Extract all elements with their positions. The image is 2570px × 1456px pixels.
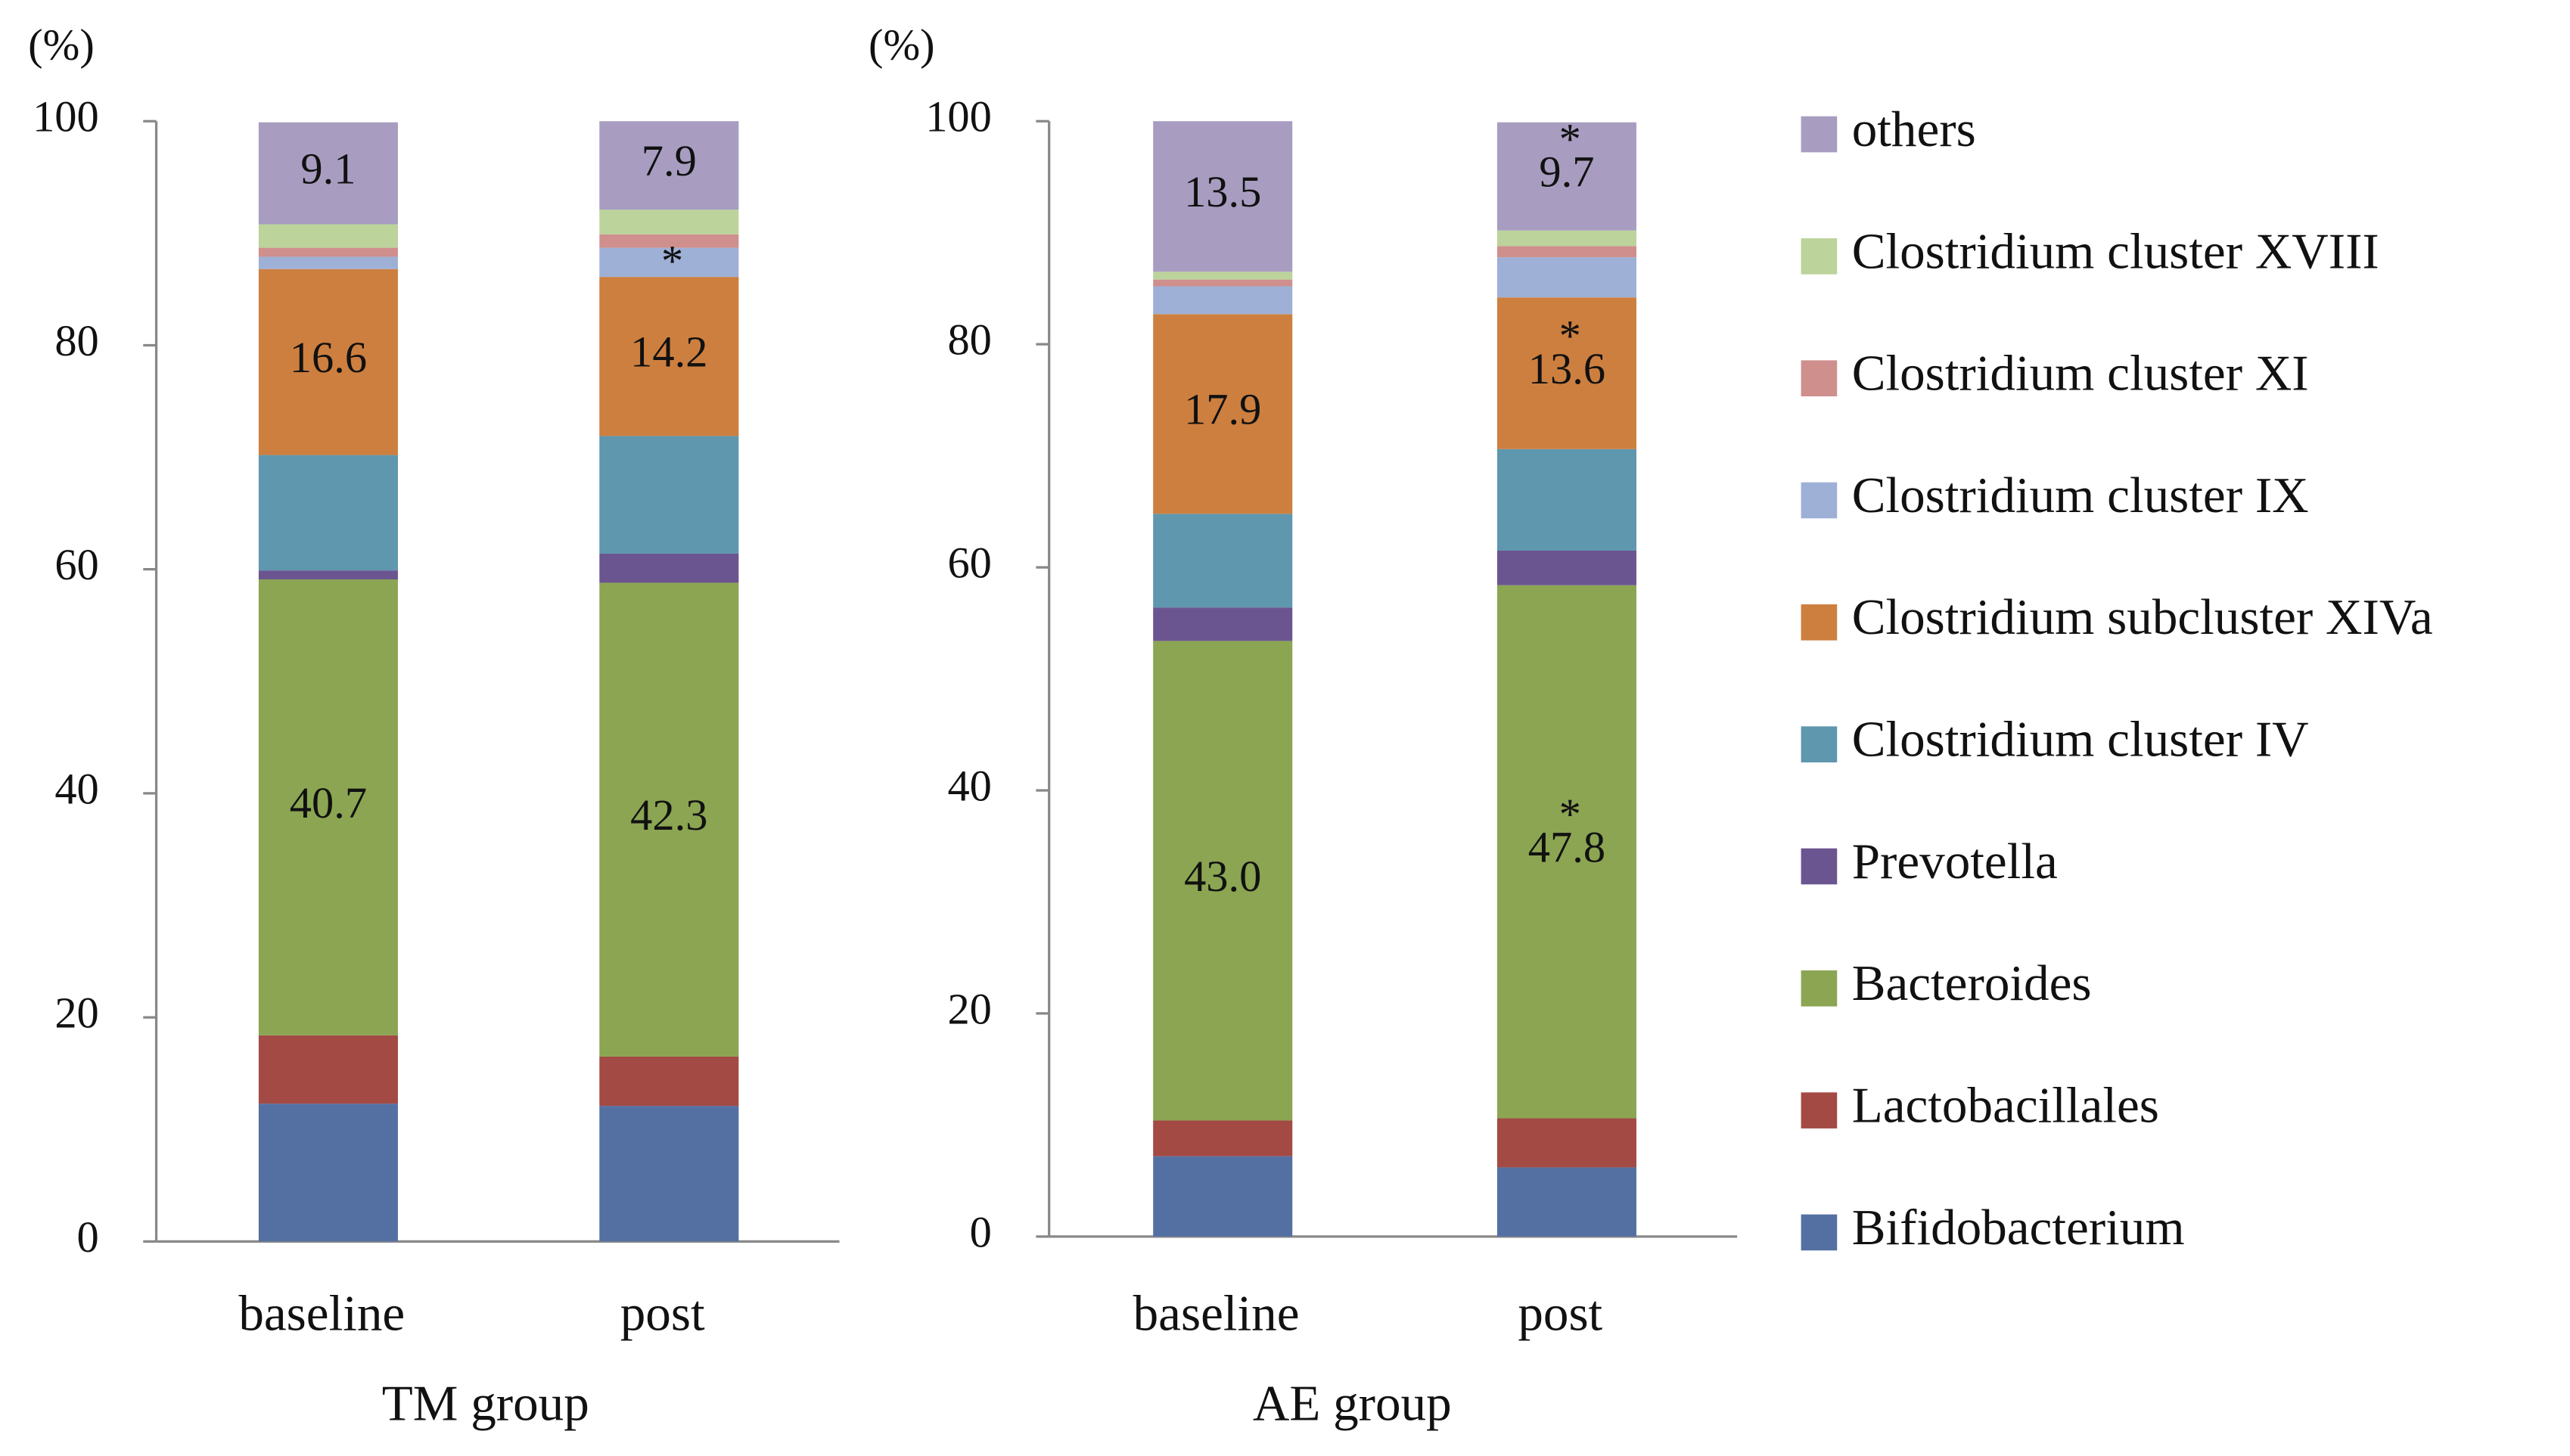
legend-label: Bacteroides <box>1852 955 2092 1011</box>
legend-swatch <box>1801 848 1838 885</box>
y-tick-label: 100 <box>925 92 992 141</box>
y-tick-label: 80 <box>54 316 98 365</box>
data-label: 16.6 <box>290 333 367 382</box>
bar-segment <box>1153 314 1293 514</box>
bar-segment <box>1496 257 1636 298</box>
y-tick-label: 20 <box>947 984 991 1033</box>
bar-segment <box>1153 279 1293 287</box>
legend-label: Prevotella <box>1852 833 2058 889</box>
bar-segment <box>258 122 398 225</box>
legend-swatch <box>1801 604 1838 641</box>
bar-segment <box>1496 230 1636 247</box>
y-tick-label: 20 <box>54 989 98 1038</box>
y-axis-label: (%) <box>28 20 95 69</box>
legend-label: others <box>1852 101 1976 157</box>
bar-segment <box>1153 286 1293 315</box>
y-tick-label: 40 <box>54 764 98 813</box>
y-tick-label: 40 <box>947 761 991 810</box>
data-label: 14.2 <box>630 328 707 377</box>
bar-segment <box>599 210 739 234</box>
bar-segment <box>1153 514 1293 608</box>
legend-swatch <box>1801 1214 1838 1251</box>
bar-segment <box>1153 1156 1293 1237</box>
x-tick-label: baseline <box>238 1285 405 1342</box>
x-tick-label: baseline <box>1133 1285 1300 1342</box>
bar-segment <box>1496 550 1636 585</box>
significance-marker: * <box>1559 114 1581 163</box>
legend-label: Clostridium cluster XVIII <box>1852 222 2379 279</box>
bar-segment <box>1496 297 1636 449</box>
bar-segment <box>1496 122 1636 231</box>
bar-segment <box>258 579 398 1035</box>
legend-swatch <box>1801 482 1838 519</box>
bar-segment <box>258 455 398 571</box>
bar-segment <box>1153 607 1293 641</box>
bar-segment <box>258 256 398 269</box>
data-label: 9.1 <box>300 144 356 194</box>
legend-label: Bifidobacterium <box>1852 1199 2185 1256</box>
bar-segment <box>599 1106 739 1242</box>
x-axis-label: AE group <box>1253 1375 1452 1432</box>
y-tick-label: 0 <box>77 1212 99 1262</box>
legend-label: Clostridium cluster IV <box>1852 711 2309 768</box>
bar-segment <box>258 570 398 580</box>
data-label: 42.3 <box>630 790 707 840</box>
bar-segment <box>1496 1118 1636 1168</box>
bar-segment <box>258 247 398 257</box>
legend-label: Lactobacillales <box>1852 1077 2159 1134</box>
bar-segment <box>258 1035 398 1104</box>
bar-segment <box>1496 246 1636 258</box>
legend-label: Clostridium cluster XI <box>1852 345 2309 402</box>
bar-segment <box>599 234 739 248</box>
legend-swatch <box>1801 360 1838 397</box>
data-label: 7.9 <box>642 136 697 185</box>
bar-segment <box>599 553 739 583</box>
bar-segment <box>599 1056 739 1107</box>
legend-label: Clostridium cluster IX <box>1852 467 2309 523</box>
data-label: 9.7 <box>1539 147 1594 197</box>
bar-segment <box>1153 121 1293 272</box>
bar-segment <box>599 121 739 210</box>
x-tick-label: post <box>1518 1285 1602 1342</box>
legend-swatch <box>1801 1092 1838 1128</box>
data-label: 43.0 <box>1184 852 1261 901</box>
bar-segment <box>599 277 739 436</box>
data-label: 17.9 <box>1184 385 1261 434</box>
y-tick-label: 0 <box>970 1207 992 1256</box>
bar-segment <box>1153 641 1293 1121</box>
x-tick-label: post <box>620 1285 705 1342</box>
bar-segment <box>1496 449 1636 551</box>
legend-swatch <box>1801 970 1838 1007</box>
data-label: 13.5 <box>1184 167 1261 216</box>
y-tick-label: 100 <box>33 92 99 141</box>
bar-segment <box>258 224 398 248</box>
bar-segment <box>258 269 398 455</box>
significance-marker: * <box>1559 312 1581 361</box>
bar-segment <box>1153 272 1293 280</box>
bar-segment <box>599 247 739 278</box>
y-tick-label: 60 <box>54 540 98 589</box>
bar-segment <box>1153 1120 1293 1156</box>
legend-swatch <box>1801 116 1838 153</box>
significance-marker: * <box>1559 790 1581 839</box>
y-axis-label: (%) <box>869 20 935 69</box>
bar-segment <box>599 582 739 1057</box>
bar-segment <box>599 436 739 554</box>
y-tick-label: 60 <box>947 539 991 588</box>
x-axis-label: TM group <box>382 1375 589 1432</box>
data-label: 13.6 <box>1528 344 1605 393</box>
significance-marker: * <box>661 237 683 286</box>
legend-label: Clostridium subcluster XIVa <box>1852 588 2433 645</box>
legend-swatch <box>1801 238 1838 275</box>
y-tick-label: 80 <box>947 315 991 365</box>
bar-segment <box>1496 585 1636 1119</box>
legend-swatch <box>1801 726 1838 762</box>
bar-segment <box>1496 1167 1636 1237</box>
data-label: 47.8 <box>1528 823 1605 872</box>
data-label: 40.7 <box>290 778 367 827</box>
bar-segment <box>258 1104 398 1242</box>
